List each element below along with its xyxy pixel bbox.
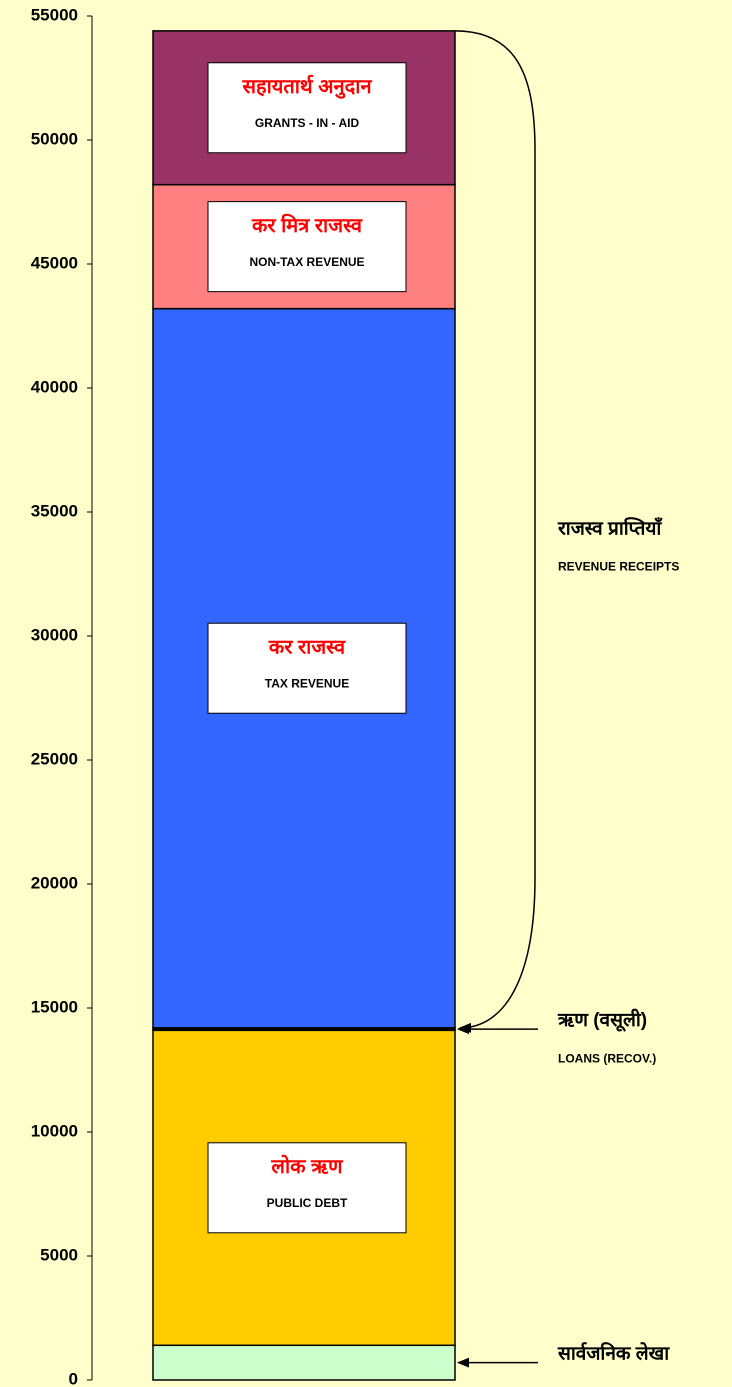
y-tick-label: 5000 xyxy=(40,1245,78,1264)
segment-label-local: सहायतार्थ अनुदान xyxy=(241,74,372,99)
y-tick-label: 25000 xyxy=(31,749,78,768)
segment-label: PUBLIC DEBT xyxy=(267,1196,348,1210)
y-tick-label: 20000 xyxy=(31,873,78,892)
annotation: REVENUE RECEIPTS xyxy=(558,560,679,574)
segment-label-local: लोक ऋण xyxy=(270,1154,344,1178)
callout-label: PUBLIC ACCOUNT xyxy=(558,1385,666,1387)
y-tick-label: 0 xyxy=(69,1369,78,1387)
y-tick-label: 45000 xyxy=(31,253,78,272)
y-tick-label: 55000 xyxy=(31,5,78,24)
brace xyxy=(454,30,536,1033)
label-box xyxy=(207,201,407,293)
segment-label-local: कर मित्र राजस्व xyxy=(251,213,363,237)
y-tick-label: 30000 xyxy=(31,625,78,644)
y-tick-label: 40000 xyxy=(31,377,78,396)
segment-label: TAX REVENUE xyxy=(265,676,349,690)
callout-label-local: सार्वजनिक लेखा xyxy=(557,1342,670,1365)
y-tick-label: 50000 xyxy=(31,129,78,148)
callout-label: LOANS (RECOV.) xyxy=(558,1051,656,1065)
bar-segment xyxy=(152,1344,456,1381)
segment-label: GRANTS - IN - AID xyxy=(255,116,360,130)
y-tick-label: 15000 xyxy=(31,997,78,1016)
label-box xyxy=(207,62,407,154)
segment-label-local: कर राजस्व xyxy=(268,637,346,659)
label-box xyxy=(207,1142,407,1234)
y-tick-label: 10000 xyxy=(31,1121,78,1140)
annotation-local: राजस्व प्राप्तियाँ xyxy=(557,516,663,539)
y-tick-label: 35000 xyxy=(31,501,78,520)
callout-label-local: ऋण (वसूली) xyxy=(557,1008,647,1032)
label-box xyxy=(207,622,407,714)
segment-label: NON-TAX REVENUE xyxy=(249,255,364,269)
